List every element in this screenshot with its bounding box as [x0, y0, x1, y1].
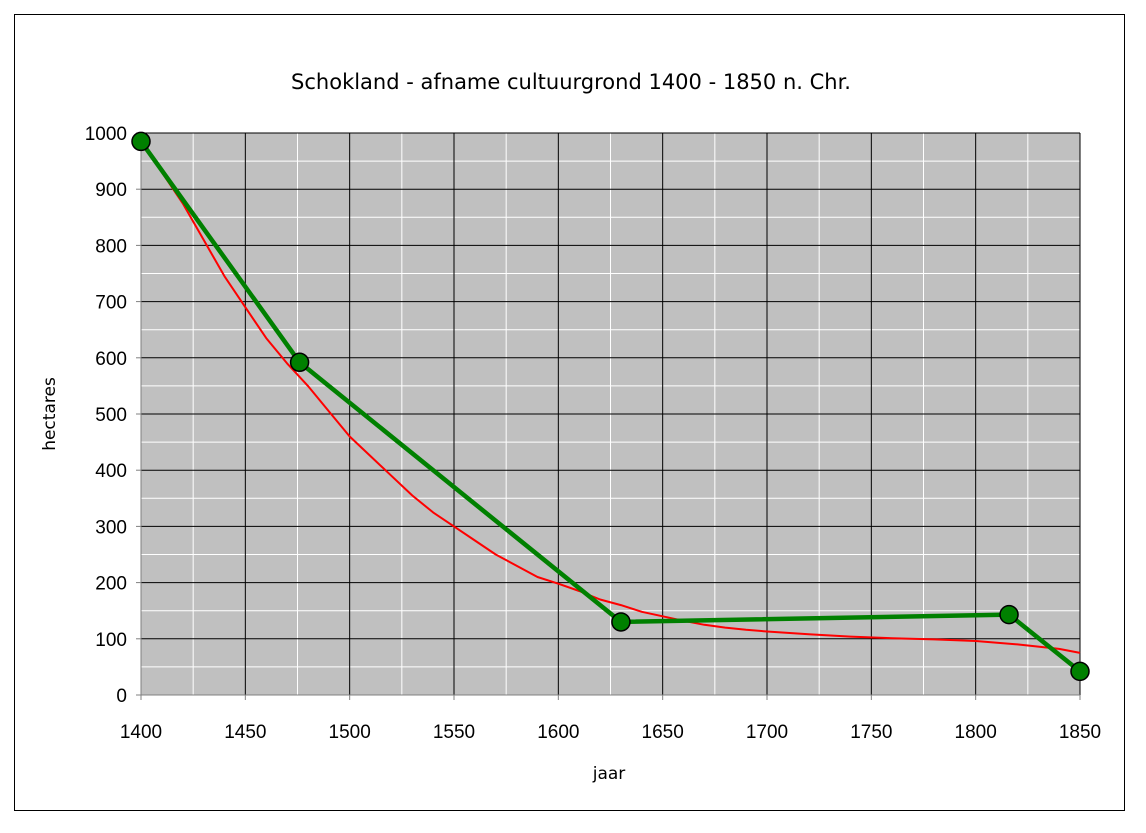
x-tick-label: 1700: [746, 722, 788, 743]
data-point-marker: [611, 612, 631, 632]
y-tick-label: 800: [95, 236, 127, 257]
major-grid: [141, 132, 1081, 695]
x-tick-label: 1450: [224, 722, 266, 743]
data-point-marker: [1070, 661, 1090, 682]
data-point-marker: [289, 352, 310, 373]
x-tick-label: 1400: [120, 722, 162, 743]
axes: [136, 132, 1081, 700]
y-tick-label: 600: [95, 349, 127, 370]
y-tick-label: 200: [95, 574, 127, 595]
y-tick-label: 1000: [85, 124, 127, 145]
y-tick-label: 900: [95, 180, 127, 201]
chart-frame: Schokland - afname cultuurgrond 1400 - 1…: [14, 14, 1125, 811]
x-axis-label: jaar: [592, 764, 626, 784]
x-tick-label: 1650: [642, 722, 684, 743]
data-point-marker: [131, 131, 151, 152]
x-tick-labels: 1400 1450 1500 1550 1600 1650 1700 1750 1800 1850: [120, 722, 1101, 743]
chart-svg: Schokland - afname cultuurgrond 1400 - 1…: [40, 70, 1101, 784]
x-tick-label: 1850: [1059, 722, 1101, 743]
x-tick-label: 1800: [955, 722, 997, 743]
x-tick-label: 1500: [329, 722, 371, 743]
x-tick-label: 1600: [537, 722, 579, 743]
y-tick-labels: 0 100 200 300 400 500 600 700 800 900 1000: [85, 124, 127, 707]
series-line-red: [140, 140, 1081, 654]
series-layer: [131, 131, 1090, 682]
x-tick-label: 1550: [433, 722, 475, 743]
x-tick-label: 1750: [850, 722, 892, 743]
y-axis-label: hectares: [40, 377, 60, 451]
data-point-marker: [999, 604, 1019, 625]
y-tick-label: 300: [95, 517, 127, 538]
y-tick-label: 400: [95, 461, 127, 482]
y-tick-label: 700: [95, 293, 127, 314]
y-tick-label: 500: [95, 405, 127, 426]
y-tick-label: 0: [116, 686, 127, 707]
y-tick-label: 100: [95, 630, 127, 651]
chart-title: Schokland - afname cultuurgrond 1400 - 1…: [291, 70, 851, 94]
